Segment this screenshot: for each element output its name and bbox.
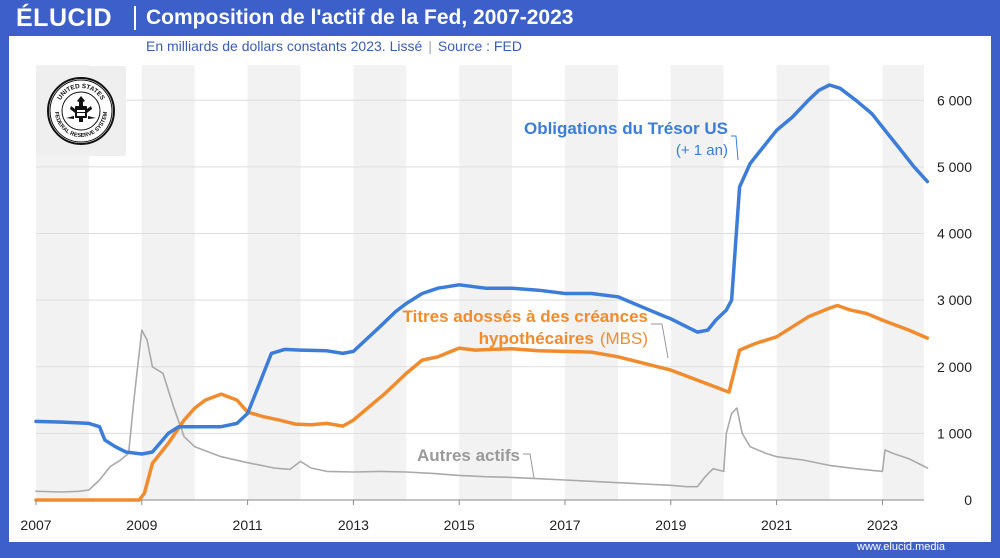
y-tick-label: 4 000 <box>937 226 972 242</box>
mbs-series-line <box>34 303 930 502</box>
y-tick-label: 2 000 <box>937 359 972 375</box>
header-bar: ÉLUCID Composition de l'actif de la Fed,… <box>0 0 1000 36</box>
chart-subtitle: En milliards de dollars constants 2023. … <box>146 38 522 54</box>
mbs-label-suffix: (MBS) <box>600 329 648 348</box>
federal-reserve-seal-icon: UNITED STATES FEDERAL RESERVE SYSTEM <box>47 77 115 145</box>
other-series-line <box>35 329 929 493</box>
x-tick-label: 2015 <box>444 517 475 533</box>
other-label-leader <box>523 453 535 479</box>
subtitle-source: Source : FED <box>437 38 522 54</box>
x-tick-label: 2013 <box>338 517 369 533</box>
x-tick-label: 2021 <box>761 517 792 533</box>
year-band-2021 <box>776 65 830 500</box>
year-band-2019 <box>670 65 724 500</box>
treasury-label-leader <box>731 135 739 161</box>
y-axis-ticks: 0 1 000 2 000 3 000 4 000 5 000 6 000 <box>937 92 972 508</box>
treasury-series-note: (+ 1 an) <box>676 142 728 159</box>
y-tick-label: 3 000 <box>937 292 972 308</box>
grid-lines <box>36 99 924 501</box>
y-tick-label: 5 000 <box>937 159 972 175</box>
x-tick-label: 2017 <box>549 517 580 533</box>
year-band-2011 <box>247 65 301 500</box>
y-tick-label: 1 000 <box>937 425 972 441</box>
footer-url[interactable]: www.elucid.media <box>857 541 946 553</box>
year-band-2013 <box>353 65 407 500</box>
y-tick-label: 6 000 <box>937 92 972 108</box>
mbs-series-label-line2: hypothécaires (MBS) <box>479 329 648 348</box>
x-tick-label: 2011 <box>233 517 263 533</box>
year-band-2017 <box>565 65 618 500</box>
fed-seal-box: UNITED STATES FEDERAL RESERVE SYSTEM <box>36 66 126 156</box>
treasury-series-line <box>34 83 930 456</box>
mbs-series-label-line1: Titres adossés à des créances <box>403 307 648 326</box>
elucid-logo[interactable]: ÉLUCID <box>16 4 113 32</box>
mbs-label-main: hypothécaires <box>479 329 594 348</box>
subtitle-main: En milliards de dollars constants 2023. … <box>146 38 423 54</box>
mbs-label-leader <box>651 323 669 359</box>
other-series-label: Autres actifs <box>417 446 520 465</box>
year-band-2015 <box>459 65 513 500</box>
series-lines <box>34 83 930 502</box>
x-axis-ticks: 2007 2009 2011 2013 2015 2017 2019 2021 2023 <box>20 500 898 533</box>
x-tick-label: 2019 <box>655 517 686 533</box>
subtitle-separator: | <box>428 38 432 54</box>
page-title: Composition de l'actif de la Fed, 2007-2… <box>146 6 574 29</box>
treasury-series-label: Obligations du Trésor US <box>524 119 728 138</box>
year-band-2023 <box>882 65 924 500</box>
x-tick-label: 2007 <box>20 517 51 533</box>
y-tick-label: 0 <box>964 492 972 508</box>
header-divider <box>134 6 136 30</box>
series-annotations: Obligations du Trésor US (+ 1 an) Titres… <box>403 119 739 479</box>
x-tick-label: 2009 <box>126 517 157 533</box>
x-tick-label: 2023 <box>867 517 898 533</box>
